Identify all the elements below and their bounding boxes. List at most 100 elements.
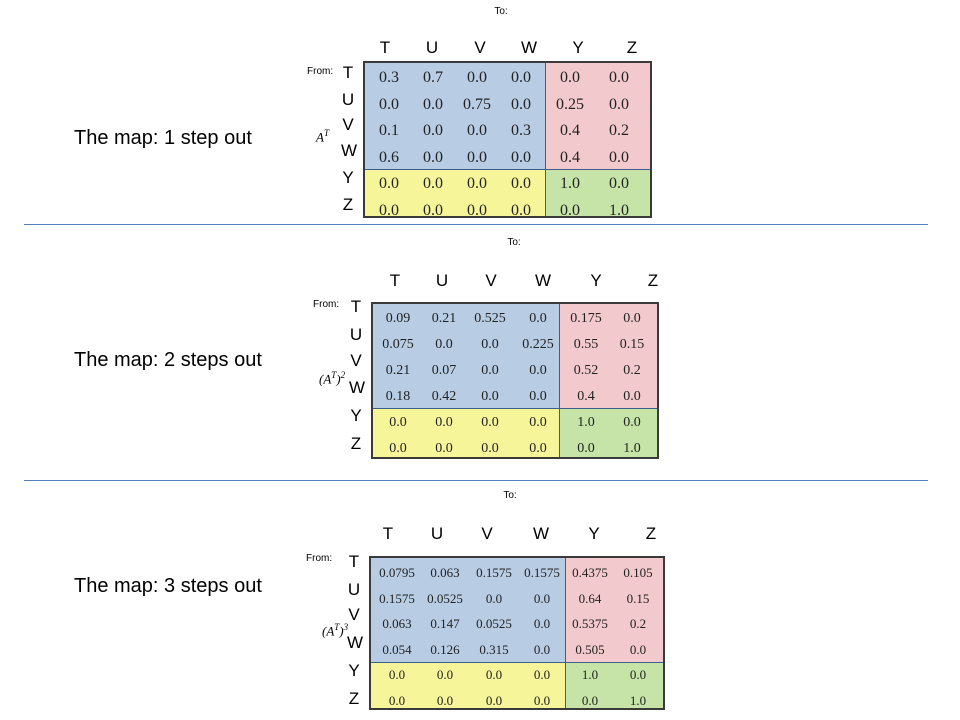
matrix-cell: 1.0 [629,692,647,708]
matrix-label: (AT)2 [319,370,346,387]
row-header-u: U [347,580,361,599]
transient-transient-block [365,63,545,169]
matrix-cell: 0.0 [629,641,647,657]
matrix-cell: 0.0 [609,95,629,113]
matrix-cell: 0.21 [385,363,411,378]
matrix-cell: 1.0 [581,667,599,682]
matrix-cell: 0.0 [435,337,453,352]
matrix-cell: 0.0 [423,122,443,139]
matrix-cell: 0.0 [533,692,551,708]
row-header-y: Y [348,661,360,680]
matrix-cell: 0.0 [389,441,407,456]
matrix-exponent: T [323,128,329,138]
matrix-cell: 0.25 [556,95,584,113]
col-header-w: W [532,524,550,543]
matrix-cell: 0.0 [481,415,499,430]
transient-transient-block [373,304,559,408]
matrix-cell: 0.175 [570,311,602,326]
matrix-cell: 0.0 [481,363,499,378]
section-separator-1 [24,224,928,225]
matrix-cell: 0.063 [430,565,460,580]
to-label: To: [503,490,517,501]
matrix-cell: 0.6 [379,148,399,166]
matrix-cell: 0.0 [423,201,443,218]
transition-matrix: 0.3 0.7 0.0 0.0 0.0 0.0 0.0 0.0 0.75 0.0 0.25 0.0 0.… [363,61,652,218]
row-header-v: V [348,605,360,624]
matrix-cell: 0.0 [511,69,531,86]
row-header-u: U [341,90,355,109]
absorbing-absorbing-block [559,408,657,457]
col-header-u: U [435,271,449,290]
matrix-cell: 0.0 [511,148,531,166]
matrix-base: (A [322,623,335,639]
matrix-cell: 1.0 [609,201,629,218]
transient-transient-block [371,558,565,662]
matrix-cell: 0.18 [385,389,411,404]
block-divider-vertical [545,63,546,216]
row-header-v: V [342,115,354,134]
matrix-cell: 0.0 [435,441,453,456]
matrix-cell: 0.0 [609,148,629,166]
col-header-u: U [425,38,439,57]
matrix-cell: 0.0 [529,415,547,430]
matrix-cell: 0.7 [423,69,443,86]
matrix-cell: 0.0 [485,590,503,606]
row-header-t: T [342,63,354,82]
block-divider-horizontal [365,169,650,170]
matrix-cell: 0.0525 [476,616,512,631]
matrix-cell: 0.55 [573,337,599,352]
matrix-cell: 0.0 [581,692,599,708]
matrix-cell: 0.0 [609,175,629,192]
matrix-cell: 0.75 [463,95,491,113]
matrix-cell: 0.0 [423,175,443,192]
matrix-cell: 1.0 [577,415,595,430]
section-label: The map: 2 steps out [74,349,262,371]
matrix-cell: 0.1575 [476,565,512,580]
transient-absorbing-block [565,558,663,662]
col-header-v: V [485,271,497,290]
matrix-cell: 0.0 [529,363,547,378]
to-label: To: [494,6,508,17]
col-header-y: Y [572,38,584,57]
row-header-y: Y [342,168,354,187]
col-header-u: U [430,524,444,543]
row-header-w: W [341,141,358,160]
from-label: From: [313,299,340,310]
matrix-cell: 0.0 [388,667,406,682]
matrix-cell: 0.0 [577,441,595,456]
matrix-cell: 0.0 [467,148,487,166]
absorbing-transient-block [365,169,545,216]
matrix-cell: 0.0 [529,441,547,456]
matrix-exponent: T [331,370,337,380]
col-header-v: V [481,524,493,543]
section-1: To: T U V W Y Z From: T U V W Y Z The ma… [0,0,960,224]
matrix-cell: 0.4375 [572,565,608,580]
matrix-cell: 0.0 [623,389,641,404]
absorbing-transient-block [371,662,565,708]
matrix-cell: 0.5375 [572,616,608,631]
matrix-cell: 0.0 [388,692,406,708]
matrix-cell: 0.105 [623,565,653,580]
row-header-z: Z [348,689,360,708]
matrix-cell: 0.0 [560,201,580,218]
col-header-w: W [534,271,552,290]
row-header-t: T [348,552,360,571]
matrix-cell: 0.64 [578,590,602,606]
matrix-cell: 0.0 [436,667,454,682]
matrix-cell: 0.0 [467,69,487,86]
col-header-y: Y [588,524,600,543]
matrix-cell: 0.21 [431,311,457,326]
matrix-cell: 0.42 [431,389,457,404]
matrix-cell: 0.0 [511,175,531,192]
from-label: From: [306,553,333,564]
matrix-cell: 0.126 [430,641,460,657]
transition-matrix: 0.0795 0.063 0.1575 0.1575 0.4375 0.105 0.1575… [369,556,665,710]
row-header-w: W [347,633,364,652]
row-header-w: W [349,378,366,397]
block-divider-vertical [559,304,560,457]
matrix-cell: 0.07 [431,363,457,378]
col-header-z: Z [645,524,657,543]
matrix-cell: 0.15 [626,590,650,606]
matrix-cell: 0.147 [430,616,460,631]
